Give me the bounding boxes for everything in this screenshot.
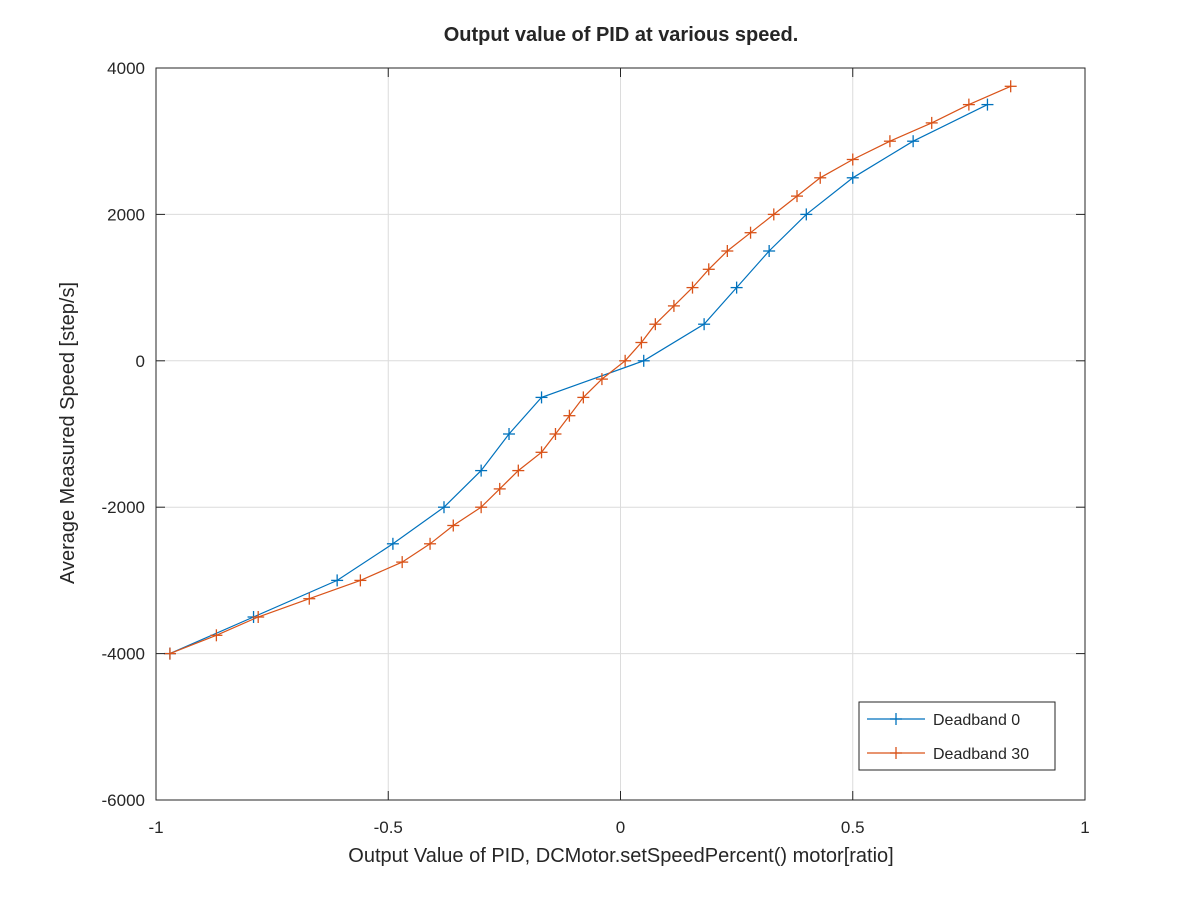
series-2	[163, 80, 1017, 660]
data-point	[686, 281, 699, 294]
y-tick-label: -2000	[102, 498, 145, 517]
data-point	[503, 428, 516, 440]
legend-box	[858, 701, 1056, 771]
data-point	[635, 336, 648, 349]
data-point	[744, 226, 757, 239]
legend-marker	[890, 747, 902, 759]
y-tick-label: -6000	[102, 791, 145, 810]
ticks	[155, 67, 1086, 801]
data-point	[883, 135, 896, 148]
data-point	[303, 592, 316, 605]
data-point	[475, 501, 488, 514]
data-point	[252, 611, 265, 623]
data-point	[698, 318, 711, 331]
data-point	[447, 519, 460, 532]
data-point	[331, 574, 344, 587]
legend-item: Deadband 30	[867, 746, 1029, 763]
legend-item: Deadband 0	[867, 712, 1020, 729]
data-point	[535, 391, 548, 404]
data-point	[925, 116, 938, 129]
data-point	[981, 98, 994, 111]
data-point	[962, 98, 975, 111]
data-point	[846, 171, 859, 184]
data-point	[667, 299, 680, 312]
data-point	[549, 428, 562, 440]
legend-label: Deadband 0	[933, 712, 1020, 729]
data-point	[163, 647, 176, 660]
data-point	[763, 245, 776, 257]
data-point	[386, 537, 399, 550]
data-point	[767, 208, 780, 221]
y-tick-label: -4000	[102, 645, 145, 664]
data-point	[907, 135, 920, 148]
data-point	[846, 153, 859, 166]
y-tick-label: 2000	[107, 205, 145, 224]
data-point	[437, 501, 450, 514]
x-tick-label: 0.5	[841, 818, 865, 837]
data-point	[702, 263, 715, 276]
series-layer	[163, 80, 1017, 660]
data-point	[577, 391, 590, 404]
series-line	[169, 104, 988, 655]
data-point	[1004, 80, 1017, 93]
y-axis-label: Average Measured Speed [step/s]	[57, 282, 79, 584]
data-point	[493, 482, 506, 495]
data-point	[649, 318, 662, 331]
data-point	[595, 373, 608, 386]
data-point	[354, 574, 367, 587]
x-axis-label: Output Value of PID, DCMotor.setSpeedPer…	[348, 845, 893, 867]
data-point	[563, 409, 576, 422]
data-point	[721, 245, 734, 257]
legend: Deadband 0 Deadband 30	[858, 701, 1056, 771]
tick-labels: -1 -0.5 0 0.5 1 -6000 -4000 -2000 0 2000 4000	[102, 59, 1090, 837]
x-tick-label: -0.5	[374, 818, 403, 837]
data-point	[791, 190, 804, 203]
y-tick-label: 0	[136, 352, 145, 371]
legend-label: Deadband 30	[933, 746, 1029, 763]
data-point	[512, 464, 525, 477]
series-line	[169, 85, 1011, 655]
data-point	[424, 537, 437, 550]
data-point	[210, 629, 223, 642]
data-point	[814, 171, 827, 184]
x-tick-label: 1	[1080, 818, 1089, 837]
data-point	[637, 354, 650, 367]
data-point	[396, 556, 409, 569]
series-1	[163, 98, 994, 660]
data-point	[475, 464, 488, 477]
legend-marker	[890, 713, 902, 725]
data-point	[535, 446, 548, 459]
x-tick-label: 0	[616, 818, 625, 837]
x-tick-label: -1	[148, 818, 163, 837]
y-tick-label: 4000	[107, 59, 145, 78]
data-point	[730, 281, 743, 294]
data-point	[800, 208, 813, 221]
data-point	[619, 354, 632, 367]
chart-title: Output value of PID at various speed.	[444, 24, 799, 46]
